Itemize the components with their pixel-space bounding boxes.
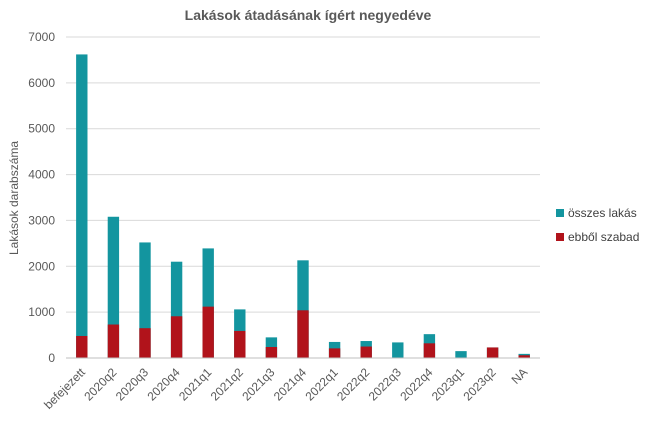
x-tick-label: 2023q2	[461, 365, 499, 403]
legend: összes lakás ebből szabad	[556, 206, 639, 244]
y-tick-label: 2000	[28, 259, 55, 273]
bar-total-2023q1	[455, 351, 467, 358]
chart-title: Lakások átadásának ígért negyedéve	[185, 7, 432, 23]
bar-free-befejezett	[76, 335, 88, 358]
bar-total-2020q4	[170, 261, 183, 358]
x-tick-label: 2022q2	[334, 365, 372, 403]
bar-free-2022q1	[328, 348, 341, 358]
y-tick-label: 0	[48, 351, 55, 365]
y-tick-label: 7000	[28, 30, 55, 44]
legend-label-total: összes lakás	[568, 206, 637, 220]
x-tick-label: 2020q4	[145, 365, 183, 403]
x-tick-label: 2021q2	[208, 365, 246, 403]
x-tick-label: 2022q3	[366, 365, 404, 403]
bar-free-2020q4	[170, 316, 183, 358]
x-tick-label: 2021q4	[271, 365, 309, 403]
bar-free-2021q1	[202, 306, 214, 358]
x-tick-label: NA	[509, 365, 531, 387]
x-tick-label: 2020q3	[113, 365, 151, 403]
legend-swatch-free	[556, 233, 564, 241]
x-tick-label: 2021q3	[239, 365, 277, 403]
x-tick-label: 2022q1	[303, 365, 341, 403]
bar-total-2021q4	[297, 260, 309, 358]
y-axis-ticks: 0 1000 2000 3000 4000 5000 6000 7000	[28, 30, 55, 365]
x-axis-ticks: befejezett2020q22020q32020q42021q12021q2…	[41, 365, 530, 412]
y-tick-label: 5000	[28, 122, 55, 136]
bar-total-2020q2	[107, 216, 120, 358]
y-axis-label: Lakások darabszáma	[7, 141, 21, 255]
bar-total-2022q3	[392, 342, 404, 358]
x-tick-label: 2022q4	[397, 365, 435, 403]
series-free-bars	[76, 306, 530, 358]
bar-free-2022q4	[423, 343, 436, 358]
bar-free-2021q2	[234, 330, 246, 358]
bar-free-NA	[518, 355, 530, 358]
legend-label-free: ebből szabad	[568, 230, 639, 244]
x-tick-label: 2020q2	[81, 365, 119, 403]
y-tick-label: 3000	[28, 213, 55, 227]
bar-total-2020q3	[139, 242, 151, 358]
bar-total-2021q1	[202, 248, 214, 358]
bar-free-2023q2	[486, 347, 499, 358]
y-tick-label: 4000	[28, 168, 55, 182]
y-tick-label: 6000	[28, 76, 55, 90]
x-tick-label: 2021q1	[176, 365, 214, 403]
bar-free-2022q2	[360, 346, 372, 358]
bar-total-befejezett	[76, 54, 88, 358]
bar-free-2021q3	[265, 346, 278, 358]
bar-free-2020q3	[139, 328, 151, 358]
y-tick-label: 1000	[28, 305, 55, 319]
x-tick-label: 2023q1	[429, 365, 467, 403]
x-tick-label: befejezett	[41, 365, 88, 412]
bar-free-2020q2	[107, 324, 120, 358]
bar-free-2021q4	[297, 310, 309, 358]
legend-swatch-total	[556, 209, 564, 217]
